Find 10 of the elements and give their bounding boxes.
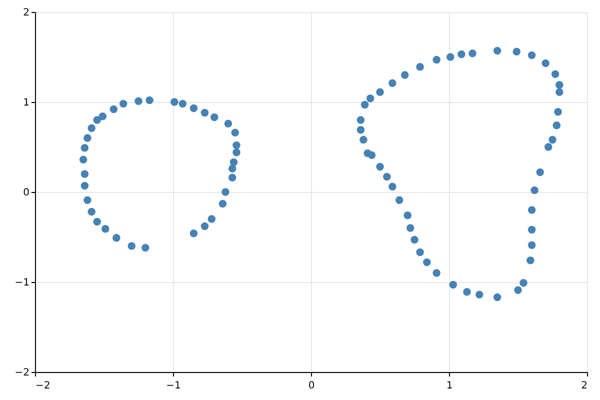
y-tick-label: 1 bbox=[23, 98, 30, 108]
y-tick-label: 2 bbox=[23, 8, 30, 18]
x-tick-label: 1 bbox=[446, 380, 453, 392]
x-tick-label: 2 bbox=[581, 380, 588, 392]
y-tick-label: −1 bbox=[14, 278, 30, 288]
y-tick-label: 0 bbox=[23, 188, 30, 198]
x-tick-label: 0 bbox=[308, 380, 315, 392]
x-tick-label: −2 bbox=[36, 380, 50, 392]
y-tick-label: −2 bbox=[14, 368, 30, 378]
x-tick-label: −1 bbox=[166, 380, 181, 392]
